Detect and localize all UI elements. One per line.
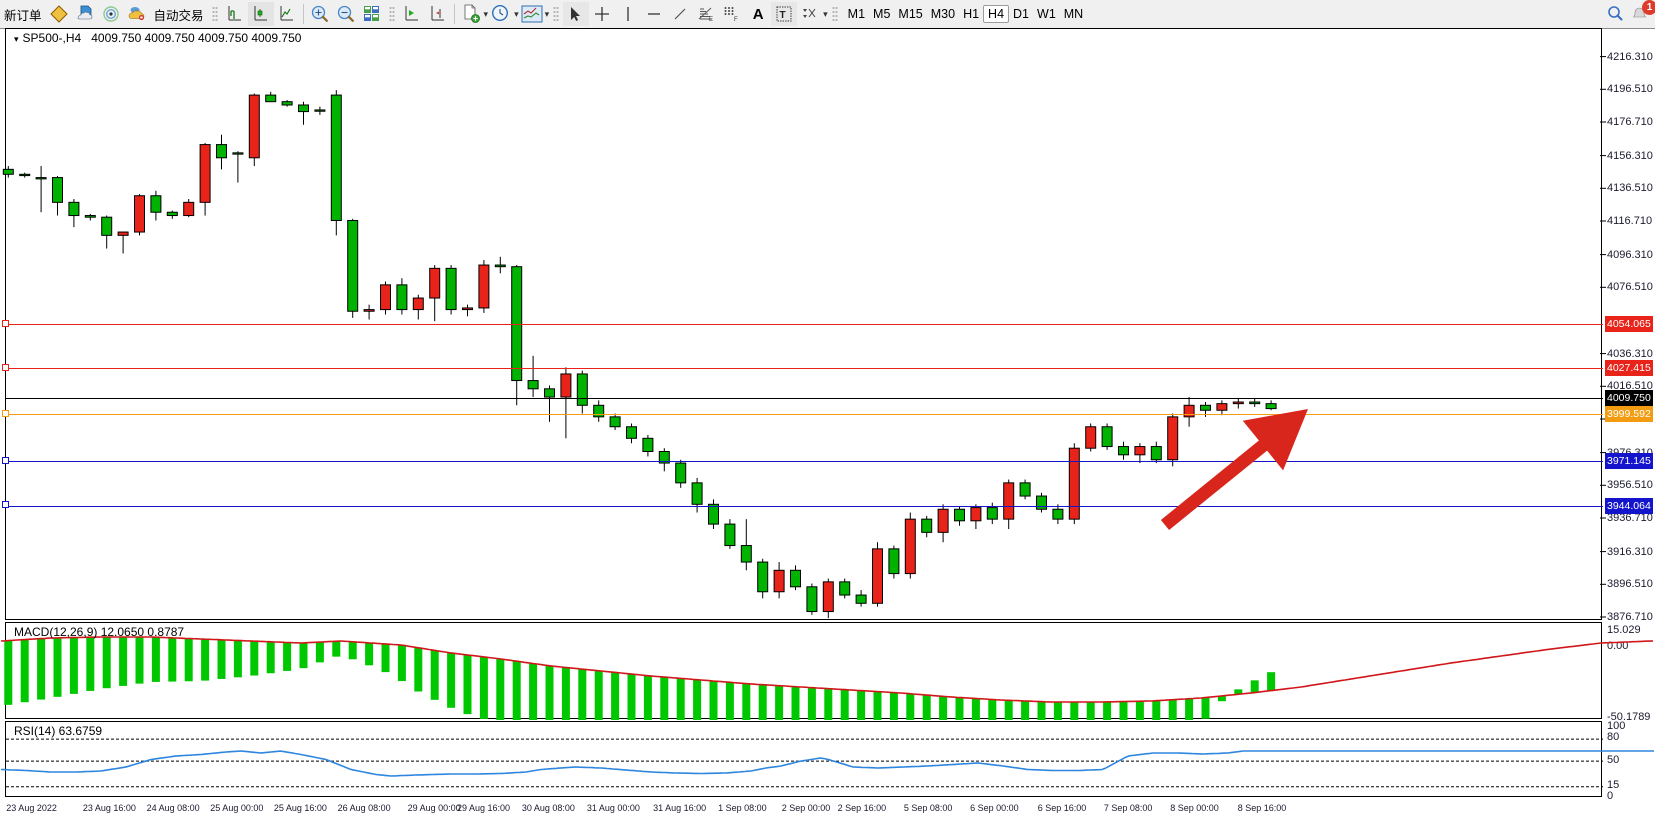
svg-text:F: F (734, 17, 738, 22)
svg-text:T: T (780, 10, 786, 21)
svg-text:E: E (709, 17, 713, 22)
